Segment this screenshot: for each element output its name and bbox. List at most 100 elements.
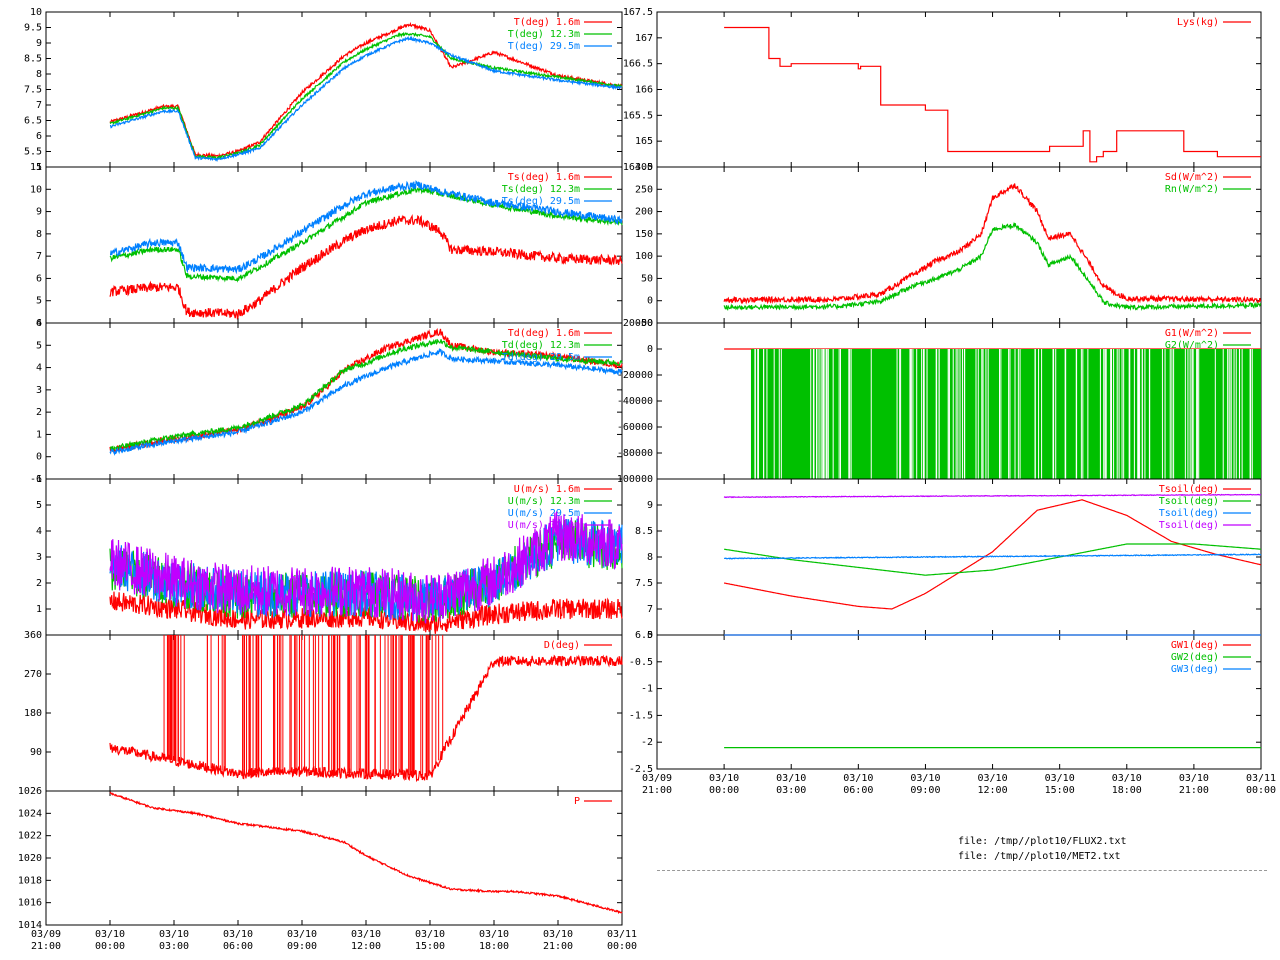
y-tick-label: 1022 [18,831,42,842]
legend-label: Tsoil(deg) [1159,496,1219,507]
y-tick-label: 166 [635,85,653,96]
series-line [723,493,1261,499]
y-tick-label: 8.5 [635,526,653,537]
x-tick-label: 00:00 [95,941,125,952]
legend-label: Td(deg) 29.5m [502,352,580,363]
x-tick-label: 18:00 [479,941,509,952]
file-line-flux: file: /tmp//plot10/FLUX2.txt [958,836,1127,847]
legend-label: Tsoil(deg) [1159,484,1219,495]
x-tick-label: 03/10 [95,929,125,940]
y-tick-label: 300 [635,162,653,173]
y-tick-label: 1016 [18,898,42,909]
x-tick-label: 03:00 [159,941,189,952]
y-tick-label: 360 [24,630,42,641]
series-line [724,26,1261,163]
y-tick-label: 8 [36,69,42,80]
legend-label: Rn(W/m^2) [1165,184,1219,195]
legend-label: Ts(deg) 29.5m [502,196,580,207]
y-tick-label: -100000 [611,474,653,485]
x-tick-label: 03/10 [978,773,1008,784]
y-tick-label: 5 [36,500,42,511]
plot-frame [656,11,1262,168]
dashed-separator [657,870,1267,871]
x-tick-label: 03/10 [159,929,189,940]
y-tick-label: 164.5 [623,162,653,173]
y-tick-label: 8 [647,552,653,563]
x-tick-label: 21:00 [31,941,61,952]
legend-label: Td(deg) 12.3m [502,340,580,351]
series-line [723,183,1262,305]
series-line [109,791,623,915]
y-tick-label: 150 [635,229,653,240]
legend-label: Lys(kg) [1177,17,1219,28]
x-tick-label: 03/10 [223,929,253,940]
x-tick-label: 15:00 [1045,785,1075,796]
y-tick-label: -0.5 [629,657,653,668]
x-tick-label: 06:00 [843,785,873,796]
y-tick-label: 7.5 [635,578,653,589]
y-tick-label: 6 [36,131,42,142]
legend-label: P [574,796,580,807]
y-tick-label: 165 [635,136,653,147]
series-line [110,179,623,275]
x-tick-label: 00:00 [1246,785,1276,796]
x-tick-label: 06:00 [223,941,253,952]
x-tick-label: 03/10 [479,929,509,940]
series-line [109,511,623,624]
x-tick-label: 21:00 [1179,785,1209,796]
legend-label: Tsoil(deg) [1159,520,1219,531]
file-info: file: /tmp//plot10/FLUX2.txt file: /tmp/… [958,834,1127,864]
y-tick-label: 1 [36,429,42,440]
x-tick-label: 09:00 [287,941,317,952]
series-line [109,338,623,452]
y-tick-label: -2 [641,737,653,748]
x-tick-label: 09:00 [910,785,940,796]
y-tick-label: 0 [647,630,653,641]
legend-label: U(m/s) 30.0m [508,520,580,531]
y-tick-label: -1.5 [629,710,653,721]
y-tick-label: 7 [647,604,653,615]
y-tick-label: 6.5 [635,630,653,641]
y-tick-label: 166.5 [623,59,653,70]
y-tick-label: 11 [30,162,42,173]
legend-label: GW1(deg) [1171,640,1219,651]
y-tick-label: 7 [36,100,42,111]
y-tick-label: -2.5 [629,764,653,775]
series-line [109,185,623,283]
y-tick-label: 6 [36,474,42,485]
y-tick-label: 6.5 [24,116,42,127]
y-tick-label: 3 [36,552,42,563]
x-tick-label: 03/11 [1246,773,1276,784]
legend-label: Tsoil(deg) [1159,508,1219,519]
x-tick-label: 00:00 [607,941,637,952]
x-tick-label: 03/10 [1112,773,1142,784]
x-tick-label: 21:00 [543,941,573,952]
legend-label: T(deg) 1.6m [514,17,580,28]
legend-label: T(deg) 29.5m [508,41,580,52]
series-line [109,213,623,320]
x-tick-label: 03/09 [642,773,672,784]
legend-label: T(deg) 12.3m [508,29,580,40]
x-tick-label: 03/10 [543,929,573,940]
legend-label: GW2(deg) [1171,652,1219,663]
y-tick-label: 0 [647,344,653,355]
y-tick-label: 167.5 [623,7,653,18]
plot-frame [45,790,623,926]
series-line [109,654,623,783]
legend-label: Sd(W/m^2) [1165,172,1219,183]
x-tick-label: 03/10 [415,929,445,940]
y-tick-label: 8 [36,229,42,240]
y-tick-label: 1020 [18,853,42,864]
x-tick-label: 21:00 [642,785,672,796]
g2-fill [750,349,1261,479]
series-line [109,35,623,163]
y-tick-label: 2 [36,578,42,589]
file-line-met: file: /tmp//plot10/MET2.txt [958,851,1121,862]
y-tick-label: -1 [30,474,42,485]
y-tick-label: 270 [24,669,42,680]
legend-label: Td(deg) 1.6m [508,328,580,339]
y-tick-label: 5 [36,340,42,351]
legend-label: Ts(deg) 1.6m [508,172,580,183]
x-tick-label: 15:00 [415,941,445,952]
legend-label: Ts(deg) 12.3m [502,184,580,195]
